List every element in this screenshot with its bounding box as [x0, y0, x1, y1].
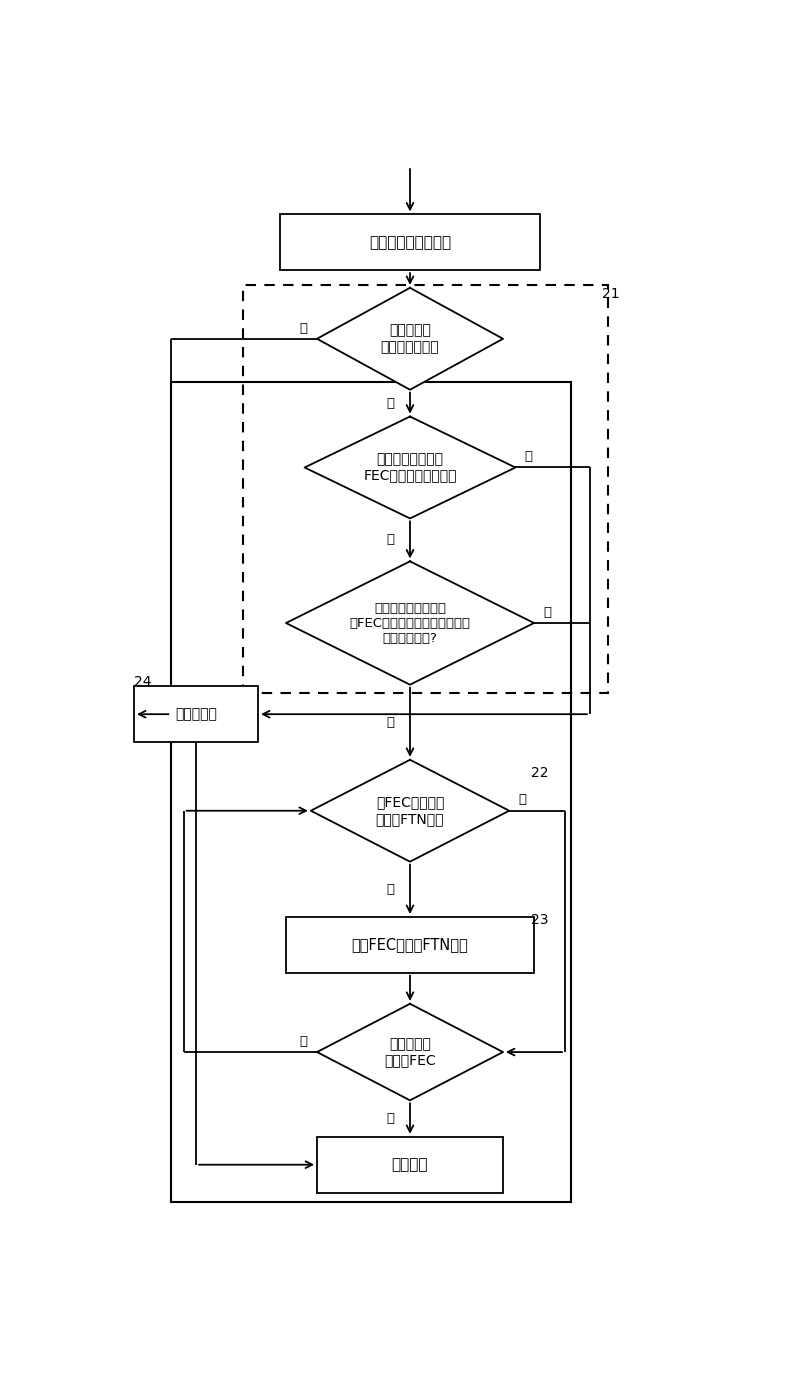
Text: 否: 否 [300, 322, 308, 334]
Text: 是否还存在
下一个FEC: 是否还存在 下一个FEC [384, 1036, 436, 1067]
Polygon shape [310, 759, 510, 862]
Text: 否: 否 [386, 1112, 394, 1126]
Bar [280, 215, 540, 270]
Text: 22: 22 [531, 766, 549, 780]
Text: 是: 是 [300, 1035, 308, 1048]
Text: 下一跳地址为该地址
的FEC对应的标签映射消息是否
已被预先接收?: 下一跳地址为该地址 的FEC对应的标签映射消息是否 已被预先接收? [350, 602, 470, 645]
Polygon shape [305, 417, 515, 518]
Text: 是: 是 [386, 534, 394, 546]
Text: 将该FEC添加到FTN表中: 将该FEC添加到FTN表中 [352, 937, 468, 953]
Bar [317, 1137, 503, 1192]
Text: 该FEC是否已被
添加到FTN表中: 该FEC是否已被 添加到FTN表中 [376, 795, 444, 826]
Text: 24: 24 [134, 676, 152, 690]
Text: 接收到地址添加消息: 接收到地址添加消息 [369, 235, 451, 249]
Polygon shape [317, 288, 503, 390]
Text: 否: 否 [386, 883, 394, 896]
Bar [242, 286, 608, 692]
Text: 否: 否 [543, 606, 551, 618]
Text: 是: 是 [386, 397, 394, 410]
Text: 检查该地址
是否曾被创建过: 检查该地址 是否曾被创建过 [381, 323, 439, 354]
Text: 记录该地址: 记录该地址 [175, 708, 217, 722]
Bar [171, 382, 571, 1202]
Polygon shape [317, 1004, 503, 1100]
Text: 是: 是 [386, 716, 394, 729]
Text: 是: 是 [518, 794, 526, 807]
Text: 21: 21 [602, 287, 620, 301]
Text: 否: 否 [525, 450, 533, 464]
Text: 处理结束: 处理结束 [392, 1158, 428, 1172]
Bar [286, 917, 534, 972]
Bar [134, 687, 258, 742]
Text: 23: 23 [531, 914, 549, 928]
Text: 该地址是否为某些
FEC对应的下一跳地址: 该地址是否为某些 FEC对应的下一跳地址 [363, 453, 457, 482]
Polygon shape [286, 561, 534, 685]
